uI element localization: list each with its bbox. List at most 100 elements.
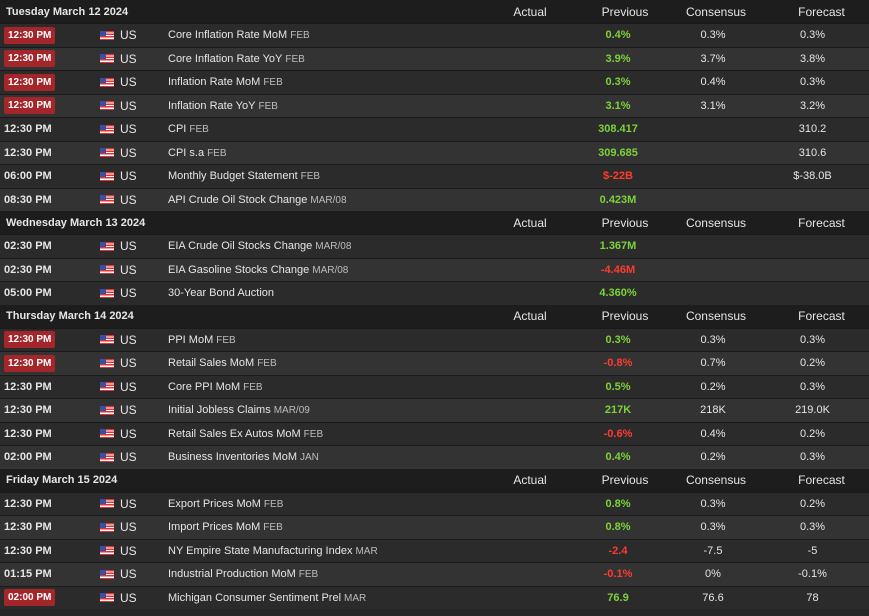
event-row[interactable]: 02:00 PM US Business Inventories MoM JAN 0.4… [0, 445, 869, 469]
event-row[interactable]: 02:30 PM US EIA Gasoline Stocks Change MAR/… [0, 257, 869, 281]
event-row[interactable]: 12:30 PM US NY Empire State Manufacturing … [0, 538, 869, 562]
event-row[interactable]: 12:30 PM US PPI MoM FEB 0.3% 0.3% 0.3% [0, 327, 869, 351]
event-name-cell[interactable]: Business Inventories MoM JAN [168, 451, 468, 463]
event-name[interactable]: EIA Gasoline Stocks Change [168, 263, 310, 276]
event-time-cell: 12:30 PM [0, 331, 100, 349]
event-row[interactable]: 01:15 PM US Industrial Production MoM FEB -0… [0, 562, 869, 586]
event-name[interactable]: Inflation Rate YoY [168, 99, 256, 112]
event-previous: 0.4% [605, 29, 631, 42]
event-name[interactable]: CPI s.a [168, 146, 205, 159]
event-row[interactable]: 02:30 PM US EIA Crude Oil Stocks Change MAR… [0, 234, 869, 258]
event-previous: 1.367M [599, 240, 637, 253]
event-name[interactable]: Core Inflation Rate YoY [168, 52, 283, 65]
event-name-cell[interactable]: CPI FEB [168, 123, 468, 135]
event-row[interactable]: 12:30 PM US Core Inflation Rate YoY FEB 3.9%… [0, 46, 869, 70]
event-previous: 309.685 [598, 146, 638, 159]
event-row[interactable]: 02:00 PM US Michigan Consumer Sentiment Pr… [0, 585, 869, 609]
event-row[interactable]: 12:30 PM US Retail Sales MoM FEB -0.8% 0.7% 0.… [0, 351, 869, 375]
event-row[interactable]: 12:30 PM US Export Prices MoM FEB 0.8% 0.3% 0.… [0, 491, 869, 515]
column-header-previous: Previous [601, 4, 649, 19]
us-flag-icon [100, 241, 114, 251]
column-header-forecast: Forecast [798, 4, 845, 19]
event-name[interactable]: CPI [168, 123, 187, 136]
event-name-cell[interactable]: Inflation Rate YoY FEB [168, 100, 468, 112]
event-name-cell[interactable]: NY Empire State Manufacturing Index MAR [168, 545, 468, 557]
event-time: 01:15 PM [4, 568, 52, 581]
flag-cell [100, 288, 120, 298]
event-row[interactable]: 12:30 PM US CPI s.a FEB 309.685 310.6 [0, 140, 869, 164]
event-name[interactable]: Export Prices MoM [168, 497, 261, 510]
event-name[interactable]: Core Inflation Rate MoM [168, 29, 288, 42]
event-row[interactable]: 08:30 PM US API Crude Oil Stock Change MAR/… [0, 187, 869, 211]
event-name-cell[interactable]: Initial Jobless Claims MAR/09 [168, 404, 468, 416]
event-country: US [120, 520, 137, 535]
event-name-cell[interactable]: PPI MoM FEB [168, 334, 468, 346]
event-forecast: 310.6 [798, 146, 827, 159]
event-row[interactable]: 12:30 PM US Core PPI MoM FEB 0.5% 0.2% 0.3% [0, 374, 869, 398]
event-row[interactable]: 12:30 PM US Import Prices MoM FEB 0.8% 0.3% 0.… [0, 515, 869, 539]
event-country: US [120, 28, 137, 43]
event-previous: $-22B [603, 170, 633, 183]
event-name[interactable]: PPI MoM [168, 333, 214, 346]
event-name[interactable]: Retail Sales Ex Autos MoM [168, 427, 301, 440]
us-flag-icon [100, 265, 114, 275]
event-name[interactable]: Industrial Production MoM [168, 568, 296, 581]
event-row[interactable]: 12:30 PM US Inflation Rate YoY FEB 3.1% 3.1% 3… [0, 93, 869, 117]
event-consensus: 0.4% [700, 427, 726, 440]
event-name[interactable]: Retail Sales MoM [168, 357, 255, 370]
event-country: US [120, 239, 137, 254]
event-name-cell[interactable]: Michigan Consumer Sentiment Prel MAR [168, 592, 468, 604]
event-row[interactable]: 12:30 PM US Core Inflation Rate MoM FEB 0.4%… [0, 23, 869, 47]
event-country: US [120, 51, 137, 66]
event-name[interactable]: Business Inventories MoM [168, 451, 297, 464]
event-name-cell[interactable]: Core PPI MoM FEB [168, 381, 468, 393]
event-name-cell[interactable]: 30-Year Bond Auction [168, 287, 468, 299]
event-previous: 0.3% [605, 333, 631, 346]
event-time-cell: 12:30 PM [0, 97, 100, 115]
event-name[interactable]: 30-Year Bond Auction [168, 287, 275, 300]
event-row[interactable]: 05:00 PM US 30-Year Bond Auction 4.360% [0, 281, 869, 305]
event-row[interactable]: 12:30 PM US Inflation Rate MoM FEB 0.3% 0.4% 0… [0, 70, 869, 94]
flag-cell [100, 358, 120, 368]
event-name-cell[interactable]: Export Prices MoM FEB [168, 498, 468, 510]
event-name-cell[interactable]: Import Prices MoM FEB [168, 521, 468, 533]
column-header-consensus: Consensus [685, 309, 747, 323]
event-name-cell[interactable]: EIA Gasoline Stocks Change MAR/08 [168, 264, 468, 276]
event-name[interactable]: Monthly Budget Statement [168, 170, 298, 183]
event-forecast: $-38.0B [793, 170, 832, 183]
event-forecast: 0.2% [799, 497, 826, 510]
event-name-cell[interactable]: EIA Crude Oil Stocks Change MAR/08 [168, 240, 468, 252]
event-name-cell[interactable]: API Crude Oil Stock Change MAR/08 [168, 194, 468, 206]
event-name[interactable]: EIA Crude Oil Stocks Change [168, 240, 313, 253]
event-name[interactable]: Initial Jobless Claims [168, 404, 271, 417]
event-row[interactable]: 06:00 PM US Monthly Budget Statement FEB $-2… [0, 164, 869, 188]
event-name[interactable]: Michigan Consumer Sentiment Prel [168, 591, 342, 604]
us-flag-icon [100, 335, 114, 345]
event-consensus: 0.3% [700, 497, 726, 510]
flag-cell [100, 30, 120, 40]
event-country: US [120, 450, 137, 465]
event-period: FEB [300, 171, 321, 183]
event-period: FEB [207, 147, 227, 159]
event-name[interactable]: Import Prices MoM [168, 521, 261, 534]
event-name-cell[interactable]: Retail Sales MoM FEB [168, 357, 468, 369]
event-name-cell[interactable]: Core Inflation Rate MoM FEB [168, 29, 468, 41]
event-name-cell[interactable]: CPI s.a FEB [168, 147, 468, 159]
event-name-cell[interactable]: Core Inflation Rate YoY FEB [168, 53, 468, 65]
day-header: Wednesday March 13 2024 Actual Previous Con… [0, 211, 869, 234]
event-row[interactable]: 12:30 PM US Retail Sales Ex Autos MoM FEB -0… [0, 421, 869, 445]
event-name-cell[interactable]: Industrial Production MoM FEB [168, 568, 468, 580]
event-name-cell[interactable]: Retail Sales Ex Autos MoM FEB [168, 428, 468, 440]
us-flag-icon [100, 593, 114, 603]
us-flag-icon [100, 522, 114, 532]
event-name[interactable]: NY Empire State Manufacturing Index [168, 544, 353, 557]
event-period: FEB [285, 53, 305, 65]
event-period: MAR [344, 592, 367, 604]
event-name-cell[interactable]: Monthly Budget Statement FEB [168, 170, 468, 182]
event-name-cell[interactable]: Inflation Rate MoM FEB [168, 76, 468, 88]
event-row[interactable]: 12:30 PM US CPI FEB 308.417 310.2 [0, 117, 869, 141]
event-row[interactable]: 12:30 PM US Initial Jobless Claims MAR/09 21… [0, 398, 869, 422]
event-name[interactable]: Inflation Rate MoM [168, 76, 261, 89]
event-name[interactable]: Core PPI MoM [168, 380, 241, 393]
event-name[interactable]: API Crude Oil Stock Change [168, 193, 308, 206]
